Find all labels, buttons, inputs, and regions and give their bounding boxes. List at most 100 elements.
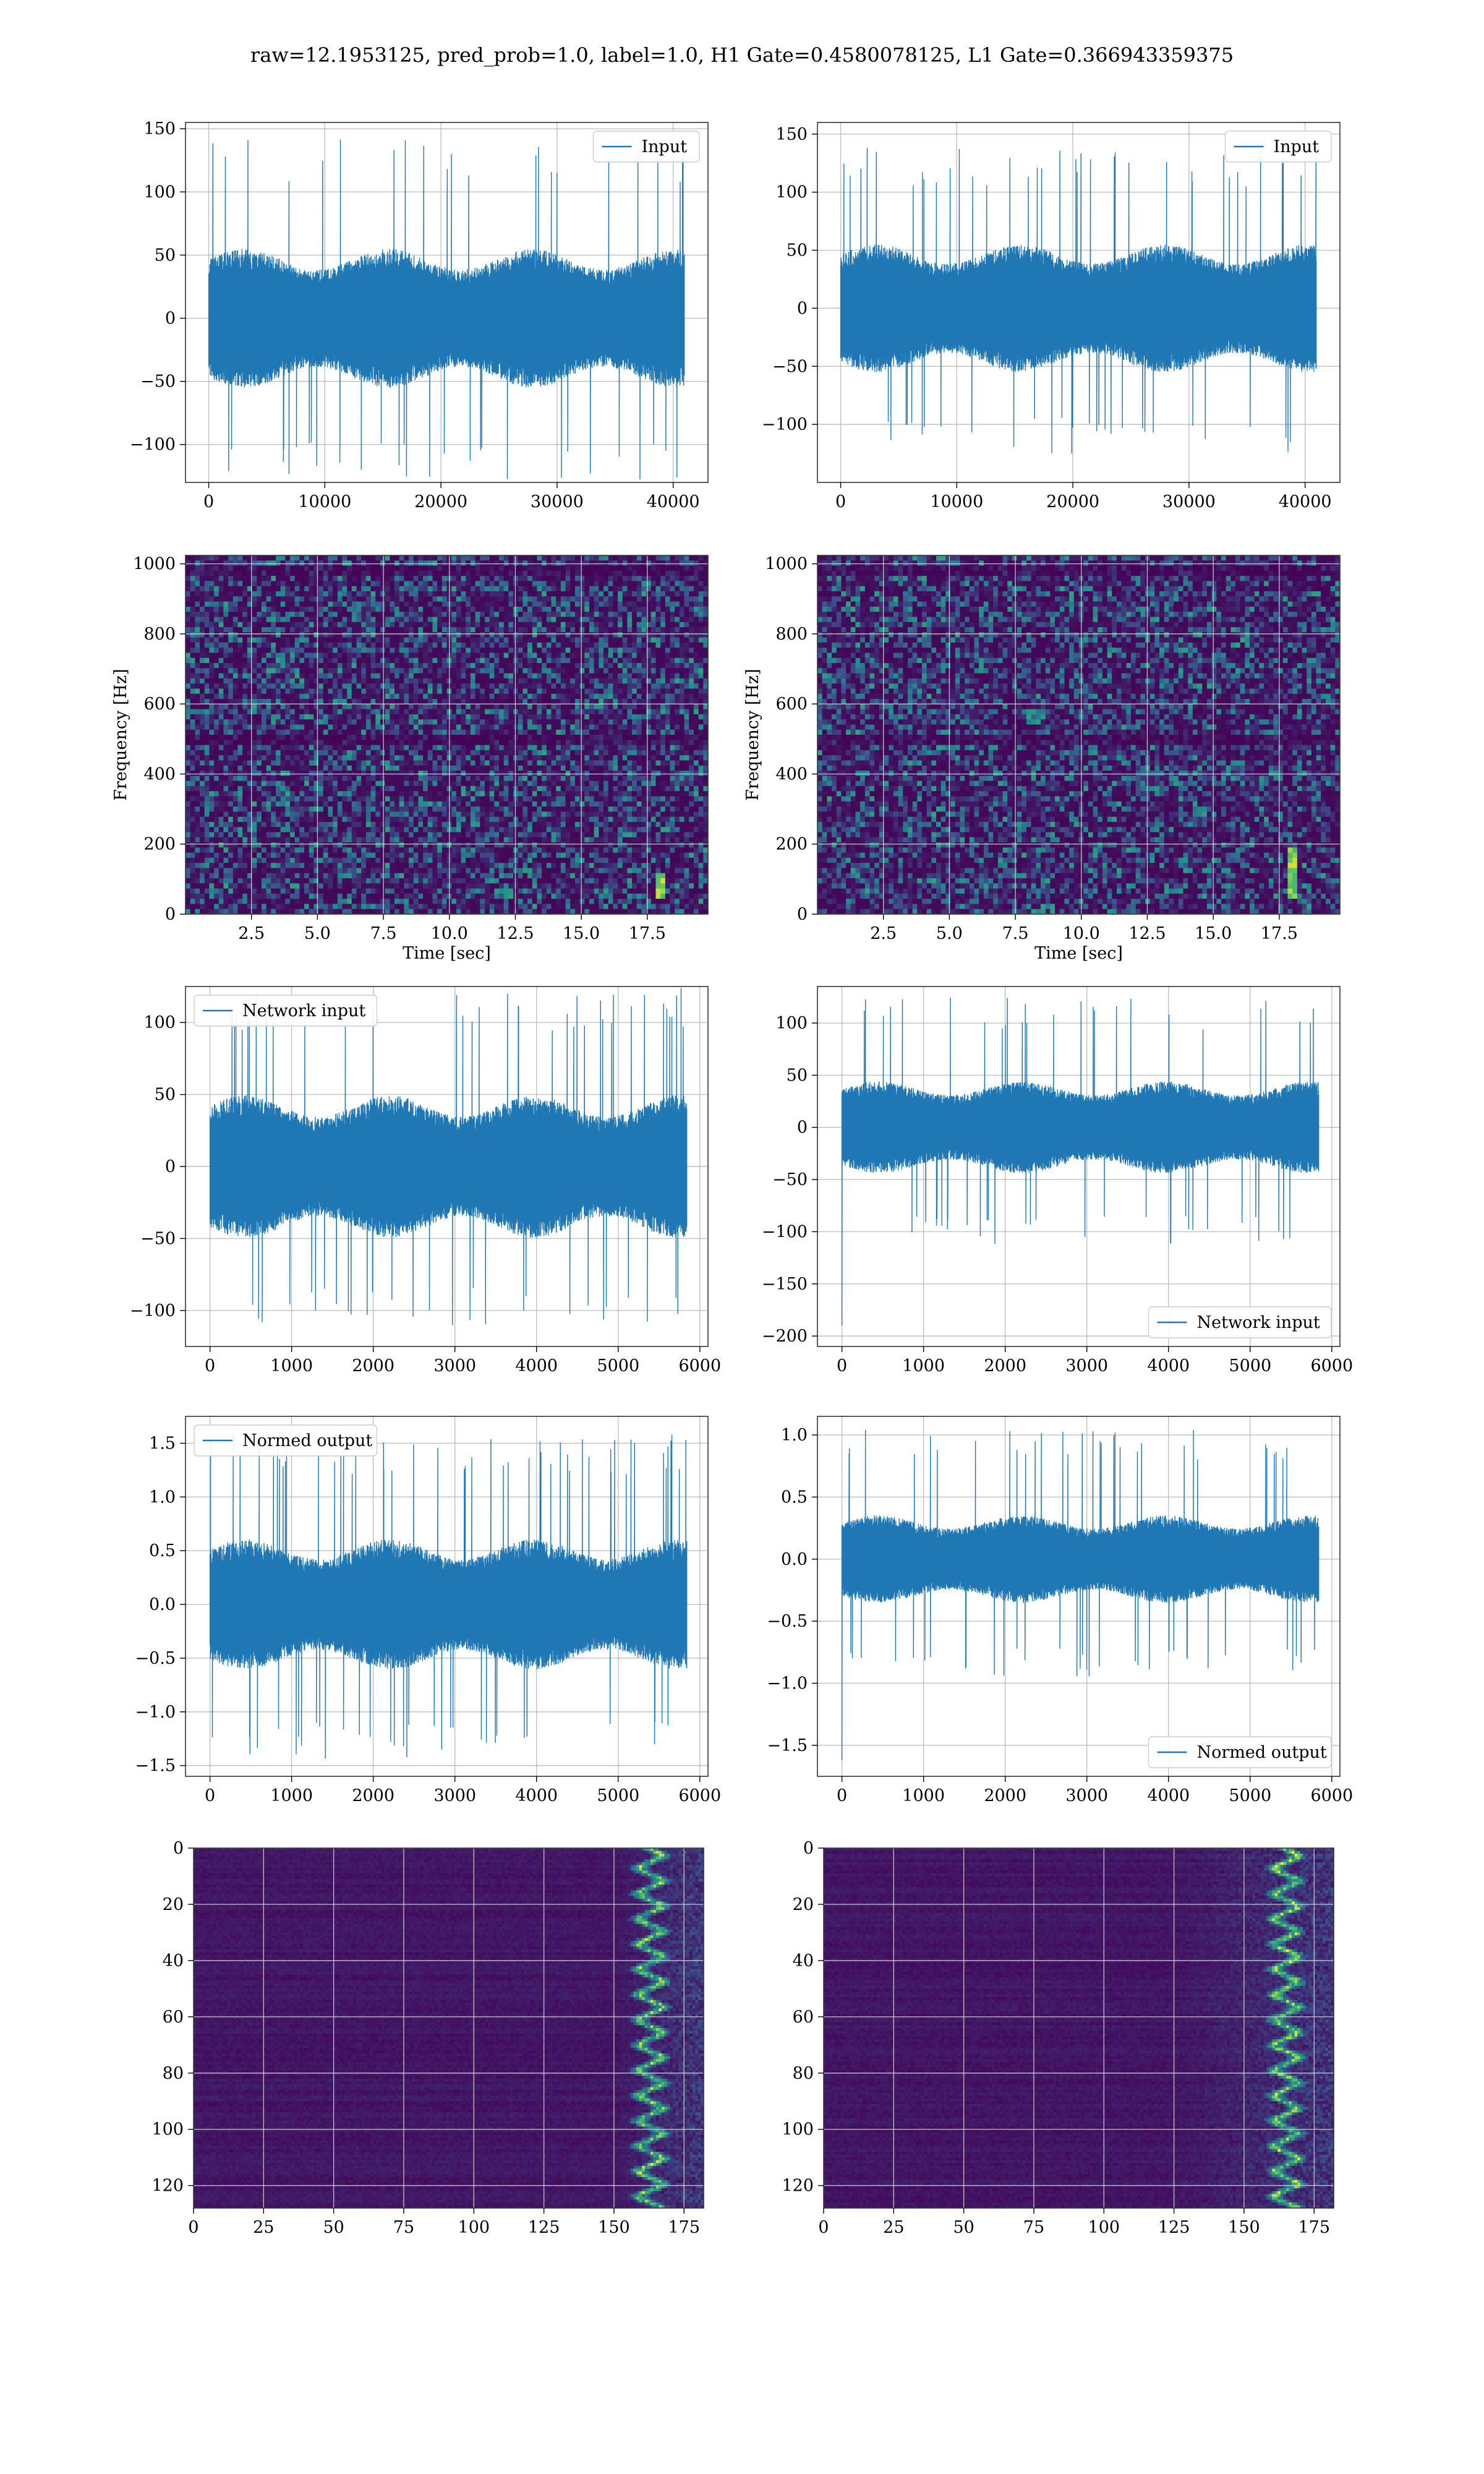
x-tick-label: 0 bbox=[835, 492, 846, 511]
y-tick-label: 50 bbox=[155, 246, 176, 265]
x-tick-label: 5000 bbox=[597, 1356, 639, 1376]
y-tick-label: 200 bbox=[775, 835, 808, 854]
x-tick-label: 7.5 bbox=[1002, 924, 1029, 943]
y-tick-label: −150 bbox=[762, 1275, 808, 1294]
y-tick-label: 1.0 bbox=[781, 1426, 808, 1445]
y-tick-label: 50 bbox=[155, 1085, 176, 1105]
y-tick-label: 0 bbox=[797, 905, 808, 924]
x-tick-label: 2000 bbox=[984, 1356, 1026, 1376]
legend: Network input bbox=[1149, 1307, 1332, 1338]
y-tick-label: −0.5 bbox=[767, 1612, 808, 1631]
x-tick-label: 5000 bbox=[1229, 1786, 1271, 1805]
y-tick-label: 50 bbox=[787, 1066, 808, 1085]
x-tick-label: 5000 bbox=[597, 1786, 639, 1805]
x-tick-label: 100 bbox=[458, 2218, 490, 2237]
y-tick-label: −1.5 bbox=[767, 1736, 808, 1755]
y-tick-label: −50 bbox=[772, 357, 808, 376]
x-tick-label: 3000 bbox=[1065, 1786, 1108, 1805]
x-tick-label: 0 bbox=[203, 492, 214, 511]
x-tick-label: 175 bbox=[668, 2218, 700, 2237]
x-tick-label: 10000 bbox=[930, 492, 983, 511]
y-tick-label: 0 bbox=[165, 905, 176, 924]
x-tick-label: 50 bbox=[323, 2218, 344, 2237]
x-tick-label: 12.5 bbox=[1128, 924, 1166, 943]
y-axis-label: Frequency [Hz] bbox=[743, 669, 762, 800]
y-tick-label: 50 bbox=[787, 241, 808, 260]
x-tick-label: 25 bbox=[253, 2218, 274, 2237]
y-tick-label: 40 bbox=[793, 1951, 814, 1971]
x-tick-label: 7.5 bbox=[370, 924, 397, 943]
y-tick-label: −1.0 bbox=[135, 1703, 176, 1722]
x-tick-label: 125 bbox=[1158, 2218, 1190, 2237]
x-tick-label: 10000 bbox=[298, 492, 351, 511]
legend-label: Network input bbox=[1197, 1313, 1320, 1332]
heatmap-cells bbox=[194, 1848, 704, 2209]
x-tick-label: 1000 bbox=[902, 1356, 945, 1376]
y-tick-label: −50 bbox=[772, 1170, 808, 1189]
x-tick-label: 3000 bbox=[433, 1356, 476, 1376]
y-tick-label: 60 bbox=[163, 2008, 184, 2027]
x-tick-label: 6000 bbox=[1310, 1356, 1353, 1376]
x-axis-label: Time [sec] bbox=[1034, 944, 1123, 963]
y-tick-label: 200 bbox=[143, 835, 176, 854]
legend-label: Normed output bbox=[242, 1431, 372, 1450]
x-tick-label: 20000 bbox=[1046, 492, 1099, 511]
x-tick-label: 1000 bbox=[902, 1786, 945, 1805]
y-tick-label: −100 bbox=[130, 435, 176, 455]
x-tick-label: 100 bbox=[1088, 2218, 1120, 2237]
y-tick-label: 0.0 bbox=[149, 1595, 176, 1614]
legend-label: Input bbox=[1274, 137, 1320, 156]
x-tick-label: 12.5 bbox=[497, 924, 534, 943]
y-tick-label: 0 bbox=[165, 309, 176, 328]
y-tick-label: −0.5 bbox=[135, 1649, 176, 1668]
x-tick-label: 1000 bbox=[270, 1786, 313, 1805]
y-tick-label: −100 bbox=[762, 415, 808, 434]
series-line bbox=[210, 1434, 687, 1758]
x-tick-label: 40000 bbox=[647, 492, 700, 511]
y-tick-label: 80 bbox=[163, 2064, 184, 2083]
legend-label: Network input bbox=[242, 1001, 365, 1021]
heatmap-cells bbox=[817, 555, 1341, 915]
x-tick-label: 6000 bbox=[678, 1786, 721, 1805]
legend: Normed output bbox=[194, 1425, 377, 1456]
y-tick-label: 800 bbox=[775, 625, 808, 644]
series-line bbox=[209, 140, 684, 480]
chart-panel-l1-spectrogram: 2.5 5.0 7.5 10.0 12.5 15.0 17.5020040060080010… bbox=[743, 555, 1341, 963]
heatmap-cells bbox=[186, 555, 709, 915]
series-line bbox=[842, 1430, 1319, 1760]
y-tick-label: −1.0 bbox=[767, 1674, 808, 1693]
y-tick-label: 100 bbox=[782, 2120, 814, 2139]
x-tick-label: 17.5 bbox=[629, 924, 666, 943]
y-tick-label: 0 bbox=[803, 1839, 814, 1858]
y-tick-label: 150 bbox=[143, 119, 176, 139]
legend: Input bbox=[594, 131, 700, 162]
x-tick-label: 5.0 bbox=[936, 924, 963, 943]
x-tick-label: 0 bbox=[818, 2218, 829, 2237]
x-tick-label: 50 bbox=[953, 2218, 974, 2237]
heatmap-cells bbox=[824, 1848, 1334, 2209]
x-tick-label: 25 bbox=[883, 2218, 904, 2237]
x-tick-label: 40000 bbox=[1279, 492, 1332, 511]
y-tick-label: −100 bbox=[762, 1222, 808, 1241]
x-tick-label: 125 bbox=[528, 2218, 560, 2237]
y-tick-label: 400 bbox=[775, 764, 808, 784]
y-tick-label: 0 bbox=[797, 299, 808, 318]
y-tick-label: 40 bbox=[163, 1951, 184, 1971]
x-tick-label: 4000 bbox=[1147, 1356, 1190, 1376]
x-tick-label: 30000 bbox=[1162, 492, 1216, 511]
y-tick-label: 100 bbox=[775, 183, 808, 202]
x-tick-label: 175 bbox=[1298, 2218, 1330, 2237]
y-tick-label: 400 bbox=[143, 764, 176, 784]
y-tick-label: 0.5 bbox=[149, 1541, 176, 1560]
y-tick-label: 800 bbox=[143, 625, 176, 644]
legend: Input bbox=[1226, 131, 1332, 162]
x-tick-label: 1000 bbox=[270, 1356, 313, 1376]
x-tick-label: 2000 bbox=[984, 1786, 1026, 1805]
y-tick-label: 100 bbox=[775, 1014, 808, 1033]
